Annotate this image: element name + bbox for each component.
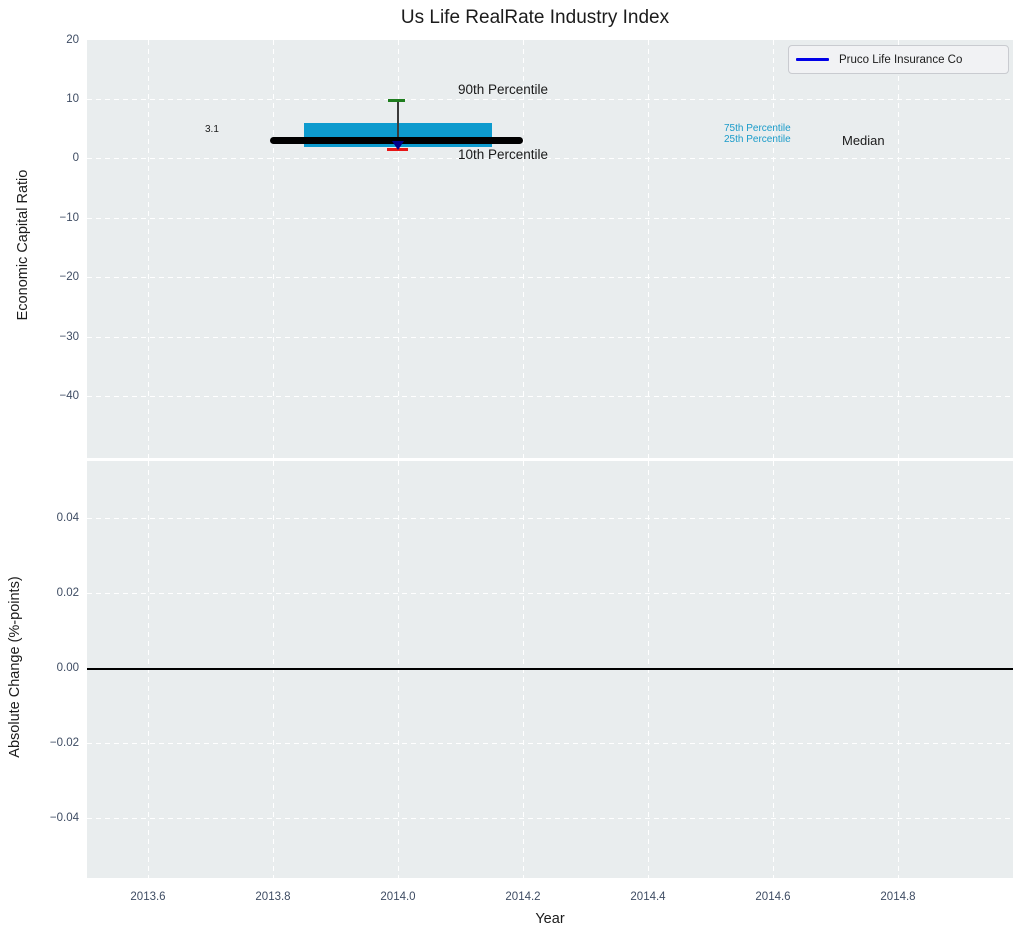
gridline-v [648, 40, 649, 458]
gridline-h [87, 218, 1013, 219]
percentile-75-label: 75th Percentile [724, 123, 791, 134]
x-tick: 2014.0 [380, 891, 416, 903]
bottom-y-axis-label: Absolute Change (%-points) [7, 576, 23, 758]
bottom-plot-area [87, 461, 1013, 878]
top-y-axis-label: Economic Capital Ratio [15, 169, 31, 321]
legend-line-sample-icon [796, 58, 829, 61]
x-axis-label: Year [535, 911, 565, 927]
gridline-v [148, 40, 149, 458]
company-marker-triangle-down-icon [392, 141, 404, 150]
percentile-25-label: 25th Percentile [724, 133, 791, 145]
gridline-v [898, 40, 899, 458]
y-tick: 0.04 [56, 512, 79, 524]
median-line [270, 137, 523, 144]
y-tick: −0.04 [49, 812, 79, 824]
chart-title: Us Life RealRate Industry Index [400, 7, 670, 28]
gridline-v [398, 40, 399, 458]
zero-baseline [87, 668, 1013, 670]
gridline-h [87, 337, 1013, 338]
gridline-v [773, 40, 774, 458]
whisker-line [397, 100, 399, 147]
x-tick: 2014.8 [880, 891, 916, 903]
x-tick: 2013.6 [130, 891, 166, 903]
y-tick: 0.02 [56, 587, 79, 599]
gridline-h [87, 277, 1013, 278]
percentile-10-label: 10th Percentile [458, 147, 549, 162]
gridline-v [523, 40, 524, 458]
x-tick: 2014.4 [630, 891, 666, 903]
y-tick: 20 [66, 34, 79, 46]
x-tick: 2014.2 [505, 891, 541, 903]
y-tick: −10 [59, 212, 79, 224]
legend: Pruco Life Insurance Co [788, 45, 1009, 74]
percentile-90-label: 90th Percentile [458, 82, 549, 97]
percentile-90-cap [388, 99, 405, 102]
gridline-h [87, 158, 1013, 159]
gridline-h [87, 593, 1013, 594]
gridline-h [87, 518, 1013, 519]
gridline-h [87, 818, 1013, 819]
gridline-h [87, 99, 1013, 100]
y-tick: 0.00 [56, 662, 79, 674]
y-tick: −40 [59, 390, 79, 402]
legend-label: Pruco Life Insurance Co [839, 53, 963, 66]
y-tick: −20 [59, 271, 79, 283]
median-value-label: 3.1 [205, 124, 219, 135]
median-text-label: Median [842, 133, 885, 148]
top-plot-area: 3.1 90th Percentile 10th Percentile 75th… [87, 40, 1013, 458]
y-tick: −30 [59, 331, 79, 343]
gridline-h [87, 743, 1013, 744]
x-tick: 2013.8 [255, 891, 291, 903]
x-tick: 2014.6 [755, 891, 791, 903]
y-tick: −0.02 [49, 737, 79, 749]
gridline-h [87, 396, 1013, 397]
y-tick: 10 [66, 93, 79, 105]
y-tick: 0 [72, 152, 79, 164]
gridline-v [273, 40, 274, 458]
